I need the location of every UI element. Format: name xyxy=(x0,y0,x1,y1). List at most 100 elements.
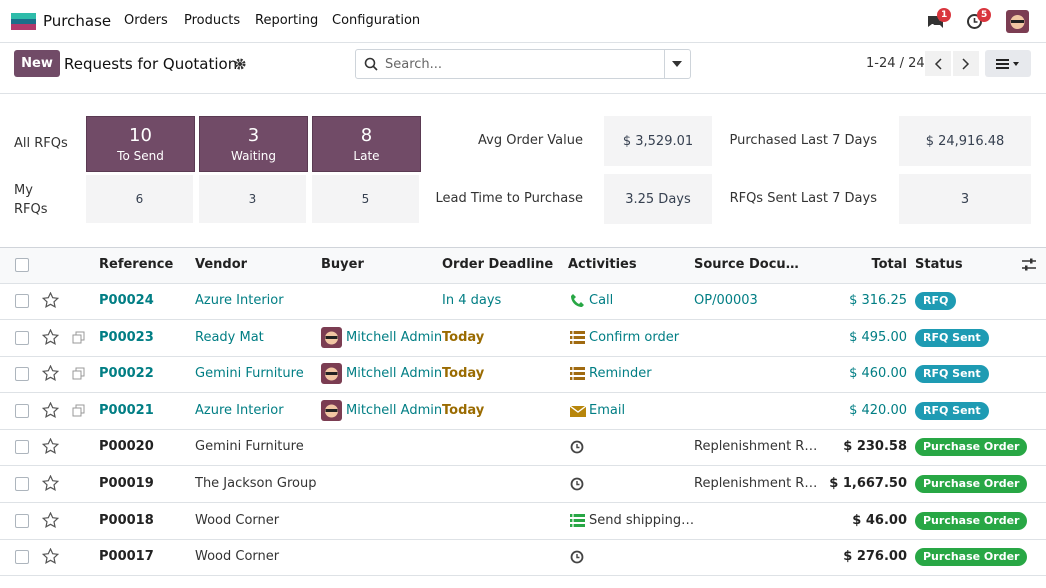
search-placeholder: Search... xyxy=(385,57,443,72)
buyer-avatar xyxy=(321,399,342,421)
source-document: OP/00003 xyxy=(694,293,758,308)
reference[interactable]: P00018 xyxy=(99,512,154,528)
vendor: Gemini Furniture xyxy=(195,439,304,455)
status-badge: RFQ Sent xyxy=(915,365,989,384)
my-rfq-count[interactable]: 3 xyxy=(199,175,306,223)
stat-value: 3 xyxy=(899,174,1031,224)
row-checkbox[interactable] xyxy=(15,403,29,418)
column-header[interactable]: Status xyxy=(915,257,963,272)
reference[interactable]: P00023 xyxy=(99,329,154,345)
total: $ 1,667.50 xyxy=(829,476,907,491)
row-checkbox[interactable] xyxy=(15,330,29,345)
separator xyxy=(0,538,1046,540)
menu[interactable]: Reporting xyxy=(255,13,319,28)
app-name[interactable]: Purchase xyxy=(43,12,112,30)
status-badge: Purchase Order xyxy=(915,475,1028,493)
pager-prev[interactable] xyxy=(925,51,951,76)
order-deadline: In 4 days xyxy=(442,293,502,308)
activity-icon xyxy=(570,439,586,454)
search-icon xyxy=(364,57,378,71)
new-button[interactable]: New xyxy=(14,50,60,77)
divider xyxy=(664,50,665,78)
tile-value: 10 xyxy=(129,125,152,146)
search-toggle[interactable] xyxy=(672,61,682,67)
menu[interactable]: Configuration xyxy=(332,13,421,28)
activity-icon xyxy=(569,403,587,418)
stat-label: RFQs Sent Last 7 Days xyxy=(729,191,877,206)
view-switcher[interactable] xyxy=(985,50,1031,77)
separator xyxy=(0,575,1046,577)
column-header[interactable]: Source Docu… xyxy=(694,257,799,272)
reference[interactable]: P00022 xyxy=(99,366,154,382)
stat-label: Purchased Last 7 Days xyxy=(729,133,877,148)
total: $ 46.00 xyxy=(852,512,907,528)
status-badge: Purchase Order xyxy=(915,548,1028,567)
separator xyxy=(0,283,1046,284)
reference[interactable]: P00017 xyxy=(99,549,154,565)
activity[interactable]: Call xyxy=(589,293,614,308)
source-document: Replenishment R… xyxy=(694,476,818,491)
total: $ 420.00 xyxy=(849,402,907,418)
app-logo[interactable] xyxy=(11,13,36,30)
row-checkbox[interactable] xyxy=(15,513,29,528)
order-deadline: Today xyxy=(442,402,485,418)
row-checkbox[interactable] xyxy=(15,550,29,565)
activity-count: 5 xyxy=(977,8,992,22)
column-header[interactable]: Vendor xyxy=(195,257,248,272)
menu[interactable]: Orders xyxy=(124,13,168,28)
column-header[interactable]: Activities xyxy=(568,257,637,272)
status-badge: RFQ xyxy=(915,292,957,310)
reference[interactable]: P00024 xyxy=(99,293,154,308)
header-row xyxy=(0,248,1046,283)
column-header[interactable]: Order Deadline xyxy=(442,257,554,272)
vendor: Gemini Furniture xyxy=(195,366,304,382)
select-all[interactable] xyxy=(15,258,29,272)
favorite-star xyxy=(41,401,60,418)
activity[interactable]: Email xyxy=(589,402,626,418)
reference[interactable]: P00020 xyxy=(99,439,154,455)
search-box[interactable]: Search... xyxy=(355,49,691,79)
kpi-tile[interactable]: 8 Late xyxy=(312,116,421,172)
favorite-star xyxy=(41,437,60,455)
my-rfq-count[interactable]: 5 xyxy=(312,175,419,223)
column-header[interactable]: Total xyxy=(871,257,907,272)
activity-icon xyxy=(570,513,586,528)
total: $ 316.25 xyxy=(849,293,907,308)
kpi-tile[interactable]: 10 To Send xyxy=(86,116,195,172)
kpi-tile[interactable]: 3 Waiting xyxy=(199,116,308,172)
row-checkbox[interactable] xyxy=(15,294,29,308)
activity[interactable]: Reminder xyxy=(589,366,652,382)
reference[interactable]: P00021 xyxy=(99,402,154,418)
favorite-star xyxy=(41,328,60,345)
activity-icon xyxy=(570,476,586,491)
row-checkbox[interactable] xyxy=(15,440,29,455)
user-avatar[interactable] xyxy=(1006,10,1029,33)
stat-label: Lead Time to Purchase xyxy=(435,191,583,206)
activity[interactable]: Confirm order xyxy=(589,329,680,345)
reference[interactable]: P00019 xyxy=(99,476,154,491)
tile-label: Late xyxy=(353,149,380,163)
activity[interactable]: Send shipping… xyxy=(589,512,695,528)
total: $ 460.00 xyxy=(849,366,907,382)
my-rfq-count[interactable]: 6 xyxy=(86,175,193,223)
activity-icon xyxy=(570,293,586,308)
status-badge: Purchase Order xyxy=(915,511,1028,530)
row-checkbox[interactable] xyxy=(15,367,29,382)
menu[interactable]: Products xyxy=(184,13,241,28)
column-header[interactable]: Buyer xyxy=(321,257,364,272)
buyer: Mitchell Admin xyxy=(346,329,443,345)
separator xyxy=(0,319,1046,320)
page-title: Requests for Quotation xyxy=(64,55,238,73)
favorite-star xyxy=(41,474,60,491)
row-checkbox[interactable] xyxy=(15,477,29,491)
separator xyxy=(0,502,1046,503)
column-header[interactable]: Reference xyxy=(99,257,174,272)
activity-icon xyxy=(570,366,586,381)
vendor: Wood Corner xyxy=(195,512,280,528)
pager-next[interactable] xyxy=(953,51,979,76)
settings-gear[interactable] xyxy=(234,58,246,70)
separator xyxy=(0,465,1046,467)
tile-label: Waiting xyxy=(230,149,277,163)
total: $ 276.00 xyxy=(843,549,907,565)
